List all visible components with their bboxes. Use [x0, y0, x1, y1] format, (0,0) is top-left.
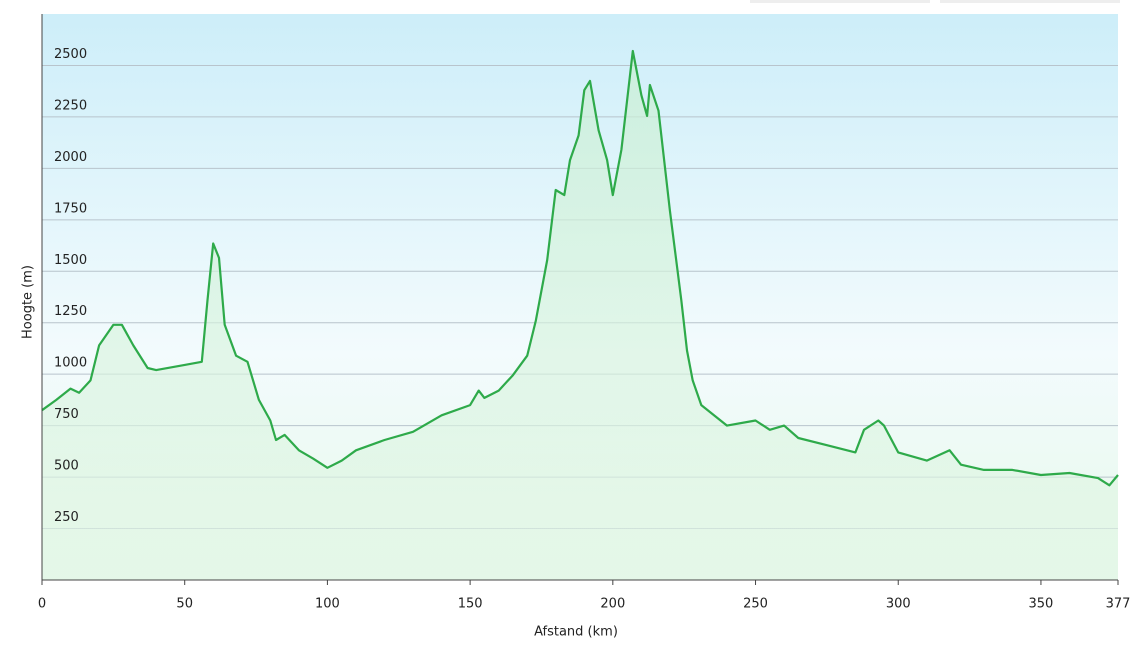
- area-fill: [42, 51, 1118, 580]
- y-tick-label: 250: [54, 510, 79, 525]
- y-tick-label: 2500: [54, 47, 87, 62]
- x-tick-label: 50: [176, 597, 193, 612]
- y-tick-label: 1750: [54, 201, 87, 216]
- y-tick-label: 500: [54, 459, 79, 474]
- x-axis-title: Afstand (km): [534, 625, 618, 640]
- x-tick-label: 0: [38, 597, 46, 612]
- profile-line: [41, 49, 1119, 487]
- x-tick-label: 350: [1029, 597, 1054, 612]
- tab: [940, 0, 1120, 3]
- x-tick-label: 200: [600, 597, 625, 612]
- x-tick-label: 150: [458, 597, 483, 612]
- y-tick-label: 2250: [54, 98, 87, 113]
- x-tick-label: 250: [743, 597, 768, 612]
- y-tick-label: 1250: [54, 304, 87, 319]
- y-tick-label: 1500: [54, 253, 87, 268]
- x-tick-label: 100: [315, 597, 340, 612]
- tab: [750, 0, 930, 3]
- x-tick-label: 300: [886, 597, 911, 612]
- x-tick-label: 377: [1106, 597, 1130, 612]
- y-tick-label: 2000: [54, 150, 87, 165]
- y-tick-label: 750: [54, 407, 79, 422]
- y-tick-label: 1000: [54, 356, 87, 371]
- y-axis-title: Hoogte (m): [21, 265, 36, 339]
